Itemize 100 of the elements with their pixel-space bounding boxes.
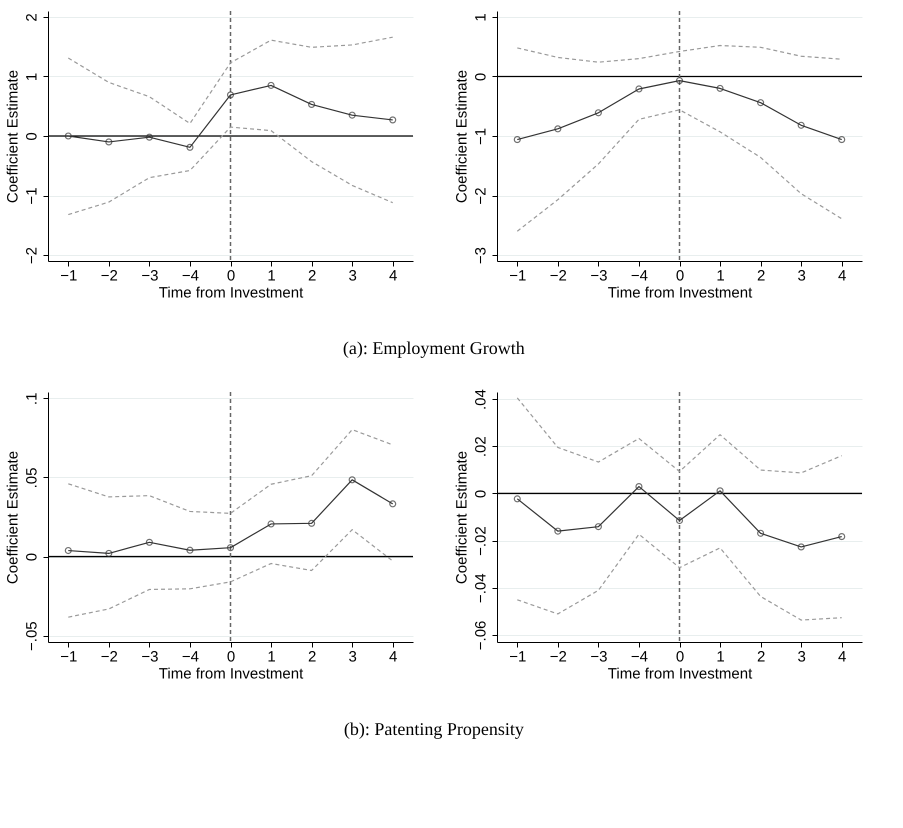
x-tick-label: 4	[389, 268, 398, 284]
x-tick-label: 4	[838, 268, 846, 284]
x-tick-label: 1	[267, 648, 276, 666]
x-tick-label: −3	[141, 648, 158, 666]
point	[594, 523, 602, 530]
point	[676, 516, 684, 524]
point	[757, 530, 764, 537]
x-tick-label: −4	[182, 268, 199, 284]
point	[268, 82, 275, 89]
line-series	[68, 429, 394, 514]
x-tick-label: 3	[797, 648, 806, 666]
point	[348, 112, 356, 119]
x-tick-label: −1	[509, 268, 526, 284]
y-tick-label: −2	[24, 246, 40, 264]
x-axis-title: Time from Investment	[158, 666, 304, 682]
x-tick-label: 2	[756, 268, 766, 284]
x-tick-label: 0	[226, 268, 236, 284]
x-tick-label: −3	[141, 268, 158, 284]
y-tick-label: 0	[472, 490, 490, 498]
x-tick-label: 3	[797, 268, 806, 284]
point	[186, 546, 194, 554]
line-series	[516, 44, 842, 63]
line-series	[516, 534, 842, 621]
x-tick-label: 3	[348, 648, 357, 666]
x-tick-label: 1	[716, 268, 725, 284]
text: (b): Patenting Propensity	[344, 719, 524, 739]
text: (a): Employment Growth	[342, 338, 525, 358]
x-tick-label: −1	[60, 648, 78, 666]
point	[146, 134, 153, 141]
y-axis-title: Coefficient Estimate	[454, 70, 470, 204]
x-tick-label: −1	[60, 268, 78, 284]
point	[308, 520, 316, 527]
point	[798, 543, 805, 551]
point	[268, 520, 275, 528]
y-tick-label: 0	[24, 132, 40, 141]
point	[757, 99, 764, 106]
x-tick-label: 2	[308, 268, 316, 284]
point	[676, 77, 684, 84]
x-tick-label: −2	[100, 268, 118, 284]
point	[226, 91, 234, 98]
y-tick-label: −1	[24, 187, 40, 205]
point	[186, 144, 194, 151]
x-tick-label: 1	[716, 648, 725, 666]
x-tick-label: −2	[550, 648, 567, 666]
point	[308, 100, 316, 108]
y-axis-title: Coefficient Estimate	[4, 70, 22, 204]
y-tick-label: .1	[24, 392, 40, 406]
x-tick-label: −3	[590, 648, 608, 666]
y-axis-title: Coefficient Estimate	[4, 450, 22, 584]
point	[105, 550, 112, 557]
x-tick-label: 0	[226, 648, 236, 666]
y-tick-label: −.06	[472, 620, 490, 650]
x-tick-label: −2	[550, 268, 567, 284]
line-series	[516, 109, 842, 232]
x-tick-label: −2	[100, 648, 118, 666]
x-tick-label: 2	[308, 648, 316, 666]
point	[798, 122, 805, 129]
y-tick-label: 2	[24, 13, 40, 22]
y-tick-label: 1	[24, 72, 40, 82]
line-series	[68, 126, 394, 216]
point	[594, 109, 602, 116]
point	[635, 483, 642, 490]
point	[554, 125, 562, 132]
x-tick-label: −1	[509, 648, 526, 666]
x-axis-title: Time from Investment	[608, 666, 754, 682]
point	[226, 544, 234, 552]
y-tick-label: −1	[472, 128, 490, 146]
x-tick-label: 3	[348, 268, 357, 284]
x-tick-label: 1	[267, 268, 276, 284]
x-tick-label: 4	[838, 648, 846, 666]
y-tick-label: .02	[472, 436, 490, 458]
point	[716, 487, 724, 494]
y-tick-label: −.02	[472, 526, 490, 556]
y-tick-label: 0	[472, 72, 490, 82]
point	[348, 476, 356, 484]
x-tick-label: −4	[630, 268, 648, 284]
y-tick-label: 1	[472, 13, 490, 22]
x-tick-label: 2	[756, 648, 766, 666]
x-tick-label: −3	[590, 268, 608, 284]
y-axis-title: Coefficient Estimate	[454, 450, 470, 584]
x-tick-label: −4	[182, 648, 199, 666]
line-series	[516, 397, 842, 474]
x-tick-label: 4	[389, 648, 398, 666]
point	[105, 138, 112, 146]
x-tick-label: 0	[676, 648, 684, 666]
point	[554, 528, 562, 535]
y-tick-label: .04	[472, 389, 490, 410]
point	[146, 538, 153, 546]
x-axis-title: Time from Investment	[608, 284, 754, 302]
y-tick-label: .05	[24, 468, 40, 488]
point	[716, 84, 724, 92]
line-series	[68, 36, 394, 124]
x-tick-label: 0	[676, 268, 684, 284]
line-series	[68, 529, 394, 618]
y-tick-label: −2	[472, 187, 490, 205]
point	[635, 85, 642, 93]
x-tick-label: −4	[630, 648, 648, 666]
y-tick-label: −.04	[472, 573, 490, 604]
y-tick-label: 0	[24, 552, 40, 562]
y-tick-label: −.05	[24, 621, 40, 651]
